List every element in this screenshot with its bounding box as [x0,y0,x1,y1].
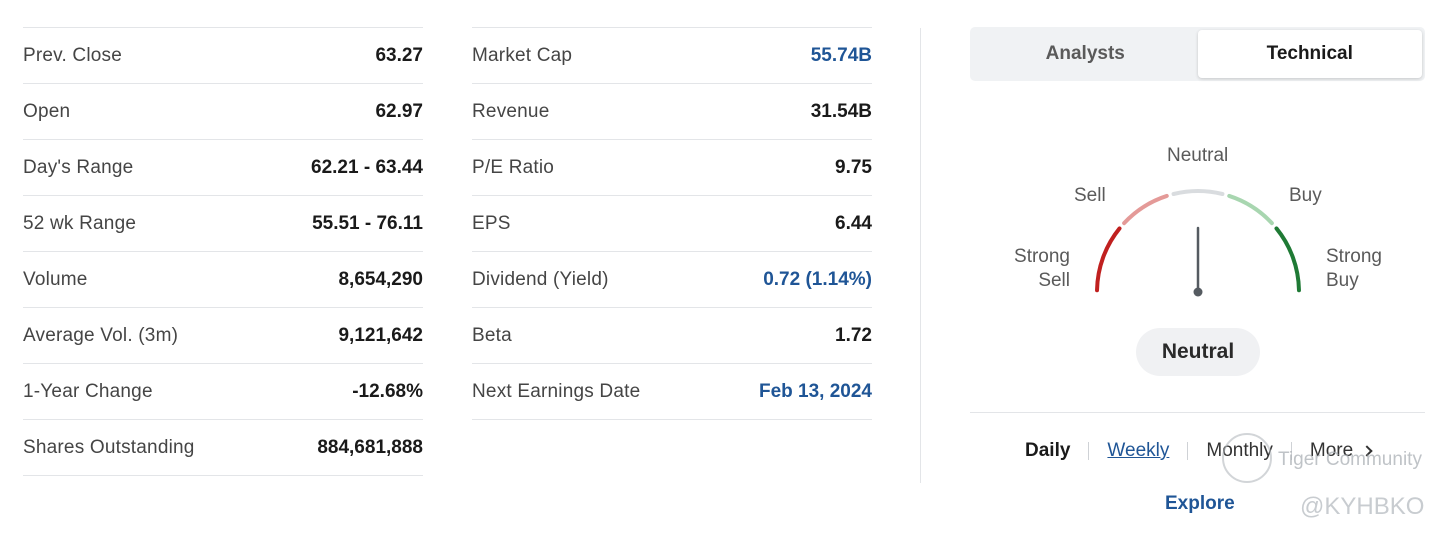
period-separator [1290,442,1292,460]
watermark-handle: @KYHBKO [1300,493,1425,520]
gauge-arc-strong-buy [1274,226,1301,293]
market-cap-link[interactable]: 55.74B [810,44,872,66]
gauge-arc-neutral [1171,189,1225,196]
stat-label: Day's Range [23,156,134,178]
stats-column-middle: Market Cap 55.74B Revenue 31.54B P/E Rat… [472,27,872,420]
stat-value: 6.44 [835,212,872,234]
stat-label: Revenue [472,100,550,122]
section-divider [970,412,1425,413]
stat-label: Beta [472,324,512,346]
stat-row-average-volume: Average Vol. (3m) 9,121,642 [23,308,423,364]
stat-row-market-cap: Market Cap 55.74B [472,28,872,84]
gauge-label-strong-buy-line2: Buy [1326,270,1359,291]
stat-label: EPS [472,212,511,234]
stat-value: -12.68% [352,380,423,402]
stat-label: Shares Outstanding [23,436,195,458]
stat-row-revenue: Revenue 31.54B [472,84,872,140]
gauge-label-neutral: Neutral [1167,145,1229,166]
stat-label: Average Vol. (3m) [23,324,179,346]
explore-link[interactable]: Explore [1165,493,1235,514]
gauge-label-strong-buy: Strong Buy [1326,245,1382,293]
stat-row-52wk-range: 52 wk Range 55.51 - 76.11 [23,196,423,252]
gauge-label-strong-sell: Strong Sell [1000,245,1070,293]
sentiment-tabs: Analysts Technical [970,27,1425,81]
stat-label: Dividend (Yield) [472,268,609,290]
gauge-arc-strong-sell [1095,226,1122,293]
tab-technical[interactable]: Technical [1197,30,1422,78]
period-separator [1187,442,1189,460]
gauge-arc-sell [1122,193,1169,226]
stat-label: Open [23,100,71,122]
gauge-label-buy: Buy [1289,185,1322,206]
stat-row-beta: Beta 1.72 [472,308,872,364]
tab-analysts[interactable]: Analysts [1045,43,1125,64]
stat-label: 52 wk Range [23,212,137,234]
stat-label: Volume [23,268,88,290]
next-earnings-link[interactable]: Feb 13, 2024 [758,380,872,402]
stat-value: 9.75 [835,156,872,178]
gauge-needle-hub [1193,287,1203,297]
stat-row-pe-ratio: P/E Ratio 9.75 [472,140,872,196]
stat-row-eps: EPS 6.44 [472,196,872,252]
period-daily[interactable]: Daily [1025,440,1071,461]
stat-label: 1-Year Change [23,380,153,402]
stat-label: Market Cap [472,44,573,66]
period-weekly[interactable]: Weekly [1107,440,1170,461]
watermark-community: Tiger Community [1278,449,1422,470]
stat-value: 31.54B [810,100,872,122]
column-divider [920,28,921,483]
stat-value: 62.97 [375,100,423,122]
gauge-label-sell: Sell [1074,185,1106,206]
stat-value: 9,121,642 [338,324,423,346]
stat-label: P/E Ratio [472,156,555,178]
stat-row-volume: Volume 8,654,290 [23,252,423,308]
stats-column-left: Prev. Close 63.27 Open 62.97 Day's Range… [23,27,423,476]
stat-label: Prev. Close [23,44,122,66]
stat-row-days-range: Day's Range 62.21 - 63.44 [23,140,423,196]
gauge-arc-buy [1227,193,1274,226]
gauge-label-strong-sell-line2: Sell [1038,270,1070,291]
stat-value: 63.27 [375,44,423,66]
stat-value: 8,654,290 [338,268,423,290]
period-more[interactable]: More [1309,440,1373,462]
gauge-label-strong-sell-line1: Strong [1014,246,1070,267]
sentiment-gauge [1095,189,1301,297]
stat-value: 884,681,888 [317,436,423,458]
tiger-logo-icon [1222,433,1272,483]
gauge-label-strong-buy-line1: Strong [1326,246,1382,267]
period-more-label: More [1309,440,1354,461]
stat-label: Next Earnings Date [472,380,641,402]
stat-value: 1.72 [835,324,872,346]
stat-value: 55.51 - 76.11 [312,212,423,234]
stat-row-next-earnings: Next Earnings Date Feb 13, 2024 [472,364,872,420]
period-separator [1088,442,1090,460]
stat-row-shares-outstanding: Shares Outstanding 884,681,888 [23,420,423,476]
verdict-badge: Neutral [1136,328,1260,376]
stat-row-open: Open 62.97 [23,84,423,140]
stat-row-1-year-change: 1-Year Change -12.68% [23,364,423,420]
stat-row-prev-close: Prev. Close 63.27 [23,28,423,84]
stat-value: 62.21 - 63.44 [311,156,423,178]
dividend-link[interactable]: 0.72 (1.14%) [763,268,872,290]
stat-row-dividend: Dividend (Yield) 0.72 (1.14%) [472,252,872,308]
